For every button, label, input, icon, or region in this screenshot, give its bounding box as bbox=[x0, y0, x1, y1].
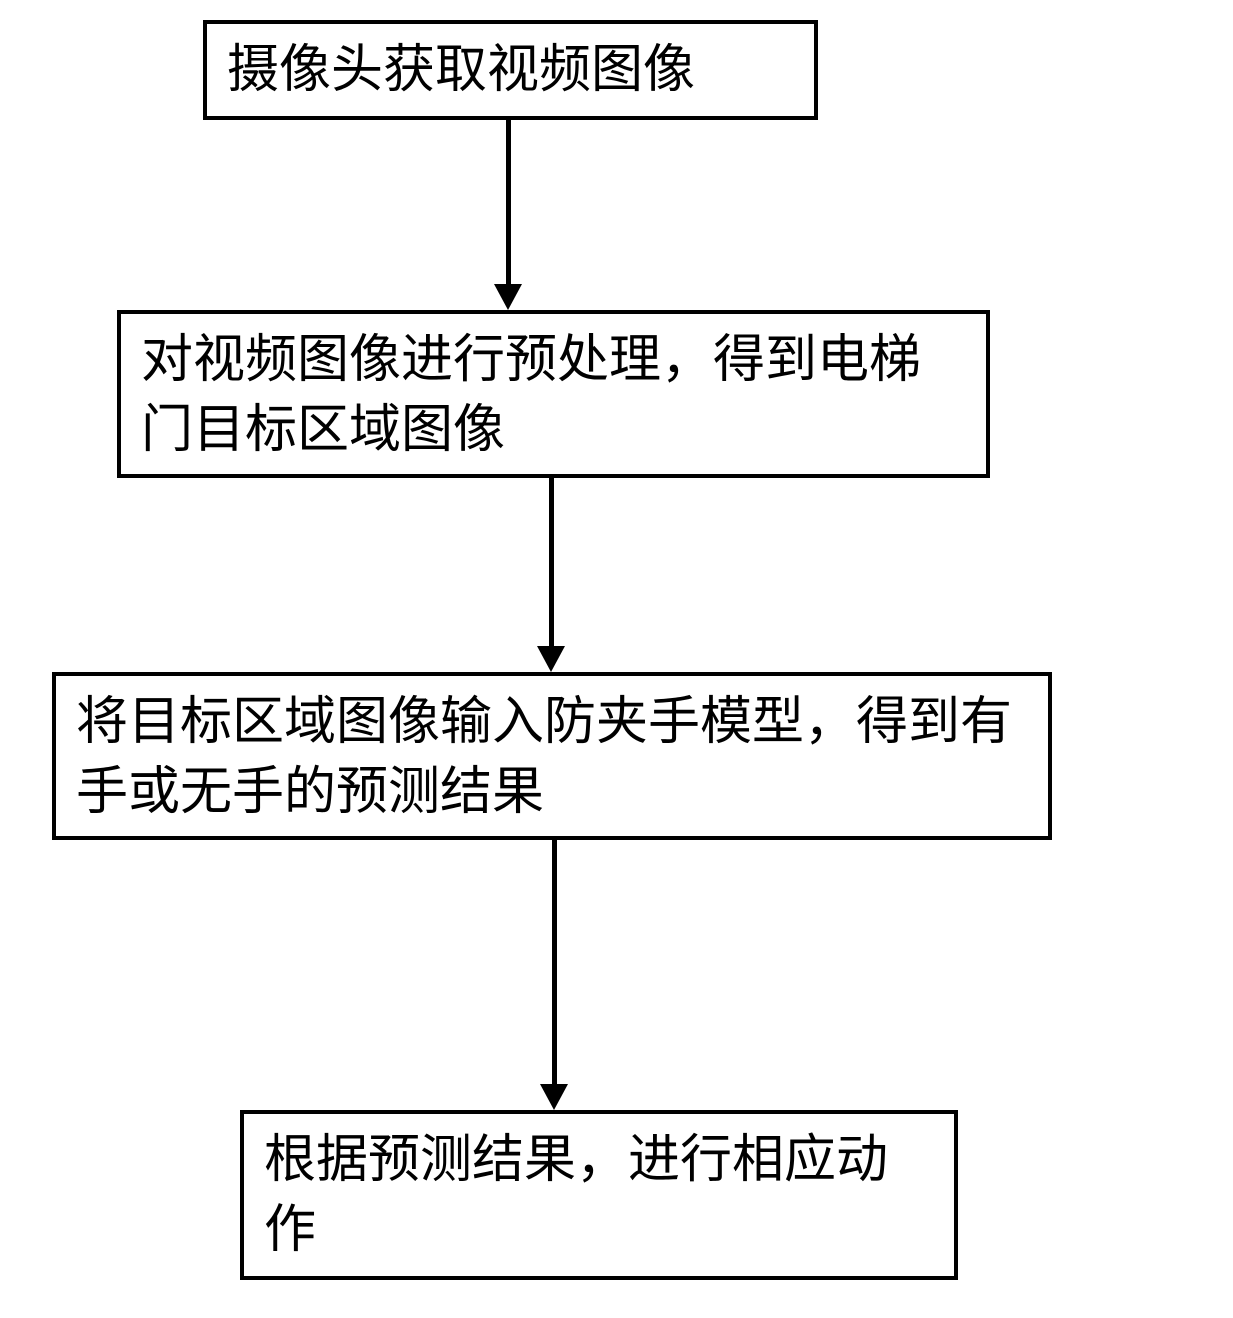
flowchart-step-1-label: 摄像头获取视频图像 bbox=[227, 36, 695, 106]
flowchart-step-4-label: 根据预测结果，进行相应动作 bbox=[264, 1126, 934, 1266]
flowchart-arrow-1-head bbox=[494, 284, 522, 310]
flowchart-step-4: 根据预测结果，进行相应动作 bbox=[240, 1110, 958, 1280]
flowchart-step-1: 摄像头获取视频图像 bbox=[203, 20, 818, 120]
flowchart-step-2-label: 对视频图像进行预处理，得到电梯门目标区域图像 bbox=[141, 326, 966, 466]
flowchart-step-3-label: 将目标区域图像输入防夹手模型，得到有手或无手的预测结果 bbox=[76, 688, 1028, 828]
flowchart-arrow-3-line bbox=[552, 840, 557, 1086]
flowchart-arrow-2-head bbox=[537, 646, 565, 672]
flowchart-step-3: 将目标区域图像输入防夹手模型，得到有手或无手的预测结果 bbox=[52, 672, 1052, 840]
flowchart-arrow-2-line bbox=[549, 478, 554, 648]
flowchart-arrow-1-line bbox=[506, 120, 511, 286]
flowchart-step-2: 对视频图像进行预处理，得到电梯门目标区域图像 bbox=[117, 310, 990, 478]
flowchart-arrow-3-head bbox=[540, 1084, 568, 1110]
flowchart-container: 摄像头获取视频图像 对视频图像进行预处理，得到电梯门目标区域图像 将目标区域图像… bbox=[0, 0, 1233, 1318]
